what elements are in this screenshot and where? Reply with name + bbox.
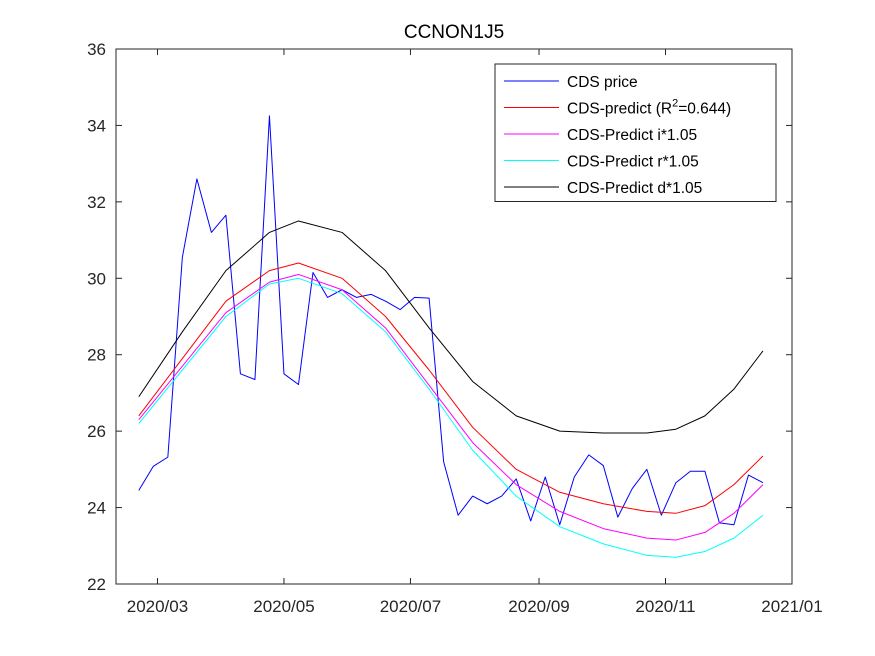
y-tick-label: 32 [87, 193, 106, 212]
series-line-i [138, 273, 764, 541]
legend-label-pred: CDS-predict (R2=0.644) [567, 98, 731, 118]
legend-label-r: CDS-Predict r*1.05 [567, 154, 699, 171]
legend-box [494, 63, 777, 202]
x-tick-label: 2020/05 [253, 597, 314, 616]
y-tick-label: 34 [87, 116, 106, 135]
x-tick-label: 2020/11 [635, 597, 695, 616]
y-tick-label: 36 [87, 40, 106, 59]
legend-label-cds: CDS price [567, 74, 638, 91]
y-tick-label: 22 [87, 575, 106, 594]
y-tick-label: 28 [87, 346, 106, 365]
y-tick-label: 26 [87, 422, 106, 441]
y-tick-label: 30 [87, 269, 106, 288]
plot-frame [115, 48, 793, 585]
x-tick-label: 2020/03 [127, 597, 188, 616]
chart-title: CCNON1J5 [404, 22, 504, 43]
legend: CDS price CDS-predict (R2=0.644) CDS-Predi… [494, 63, 777, 202]
series-line-d [138, 220, 764, 434]
axis-ticks: 22 24 26 28 30 32 34 36 2020/03 2020/05 2020/07 202… [87, 40, 823, 616]
x-tick-label: 2021/01 [761, 597, 822, 616]
y-tick-label: 24 [87, 499, 106, 518]
series-layer [138, 115, 764, 558]
x-tick-label: 2020/09 [508, 597, 569, 616]
series-line-cds [138, 115, 764, 526]
series-line-r [138, 277, 764, 558]
legend-label-i: CDS-Predict i*1.05 [567, 127, 697, 144]
x-tick-label: 2020/07 [380, 597, 441, 616]
legend-label-d: CDS-Predict d*1.05 [567, 180, 702, 197]
series-line-pred [138, 262, 764, 514]
